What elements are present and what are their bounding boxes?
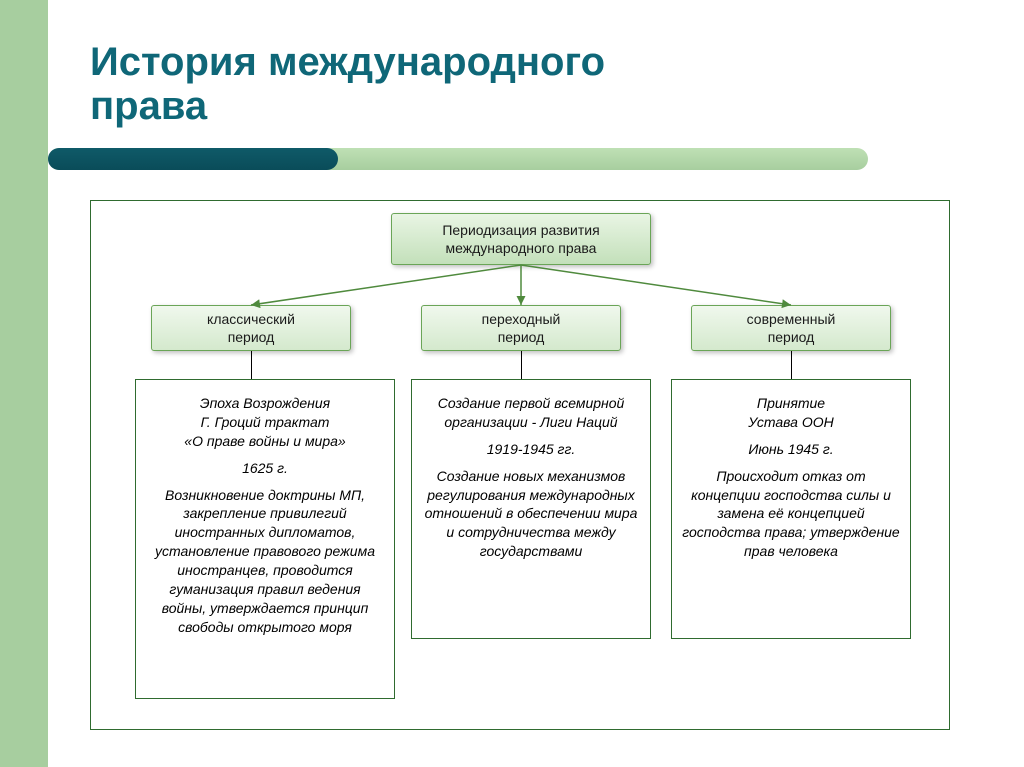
period-label: переходныйпериод xyxy=(482,310,561,346)
title-underline-dark xyxy=(48,148,338,170)
detail-box-classical: Эпоха ВозрожденияГ. Гроций трактат«О пра… xyxy=(135,379,395,699)
slide-accent-bar xyxy=(0,0,48,767)
period-box-classical: классическийпериод xyxy=(151,305,351,351)
slide-title: История международногоправа xyxy=(90,40,605,128)
period-label: классическийпериод xyxy=(207,310,295,346)
detail-heading: Создание первой всемирной организации - … xyxy=(422,394,640,432)
detail-desc: Происходит отказ от концепции господства… xyxy=(682,467,900,561)
detail-date: 1625 г. xyxy=(146,459,384,478)
detail-heading: Эпоха ВозрожденияГ. Гроций трактат«О пра… xyxy=(146,394,384,451)
root-box: Периодизация развитиямеждународного прав… xyxy=(391,213,651,265)
detail-desc: Возникновение доктрины МП, закрепление п… xyxy=(146,486,384,637)
diagram-frame: Периодизация развитиямеждународного прав… xyxy=(90,200,950,730)
detail-desc: Создание новых механизмов регулирования … xyxy=(422,467,640,561)
connector-line xyxy=(251,351,252,379)
slide-title-text: История международногоправа xyxy=(90,40,605,128)
connector-line xyxy=(521,351,522,379)
detail-box-transitional: Создание первой всемирной организации - … xyxy=(411,379,651,639)
detail-box-modern: ПринятиеУстава ООН Июнь 1945 г. Происход… xyxy=(671,379,911,639)
period-label: современныйпериод xyxy=(747,310,836,346)
detail-heading: ПринятиеУстава ООН xyxy=(682,394,900,432)
period-box-modern: современныйпериод xyxy=(691,305,891,351)
root-box-label: Периодизация развитиямеждународного прав… xyxy=(442,221,599,257)
detail-date: Июнь 1945 г. xyxy=(682,440,900,459)
detail-date: 1919-1945 гг. xyxy=(422,440,640,459)
connector-line xyxy=(791,351,792,379)
period-box-transitional: переходныйпериод xyxy=(421,305,621,351)
